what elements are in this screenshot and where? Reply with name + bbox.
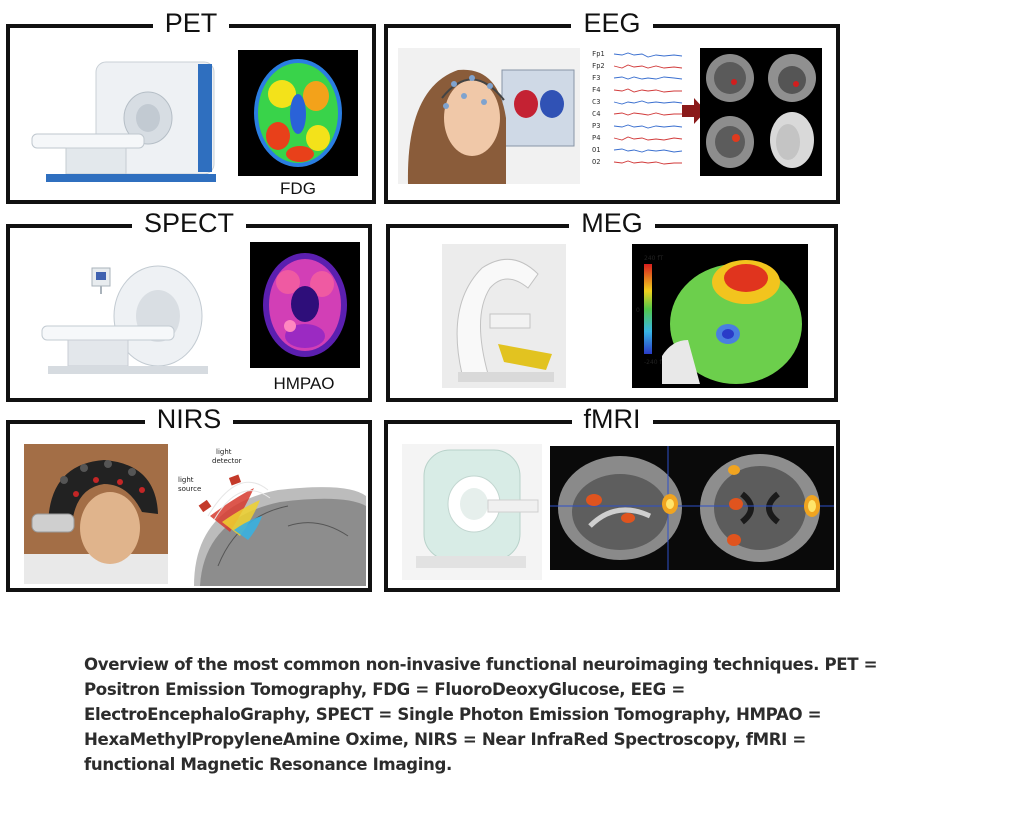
eeg-channel-label: C3 (592, 98, 600, 106)
fmri-scanner-image (402, 444, 542, 580)
eeg-channel-label: O1 (592, 146, 600, 154)
meg-topography-map: 240 fT 0 -240 fT (632, 244, 808, 388)
caption-line: functional Magnetic Resonance Imaging. (84, 755, 452, 774)
spect-panel: SPECT HMPAO (6, 208, 372, 402)
caption-line: HexaMethylPropyleneAmine Oxime, NIRS = N… (84, 730, 806, 749)
eeg-channel-labels: Fp1 Fp2 F3 F4 C3 C4 P3 P4 O1 O2 (592, 50, 605, 166)
nirs-title: NIRS (10, 404, 368, 434)
meg-scale-top: 240 fT (644, 255, 663, 262)
caption-line: ElectroEncephaloGraphy, SPECT = Single P… (84, 705, 822, 724)
eeg-channel-label: P3 (592, 122, 600, 130)
spect-brain-scan (250, 242, 360, 368)
pet-scanner-image (31, 61, 216, 182)
nirs-detector-label-2: detector (212, 457, 242, 465)
eeg-subject-photo (398, 48, 580, 184)
meg-scale-bottom: -240 fT (644, 359, 666, 366)
fmri-title: fMRI (388, 404, 836, 434)
figure-caption: Overview of the most common non-invasive… (84, 652, 964, 777)
fmri-panel: fMRI (384, 404, 840, 592)
pet-panel: PET FDG (6, 8, 376, 204)
eeg-channel-label: C4 (592, 110, 600, 118)
fmri-activation-maps (550, 446, 834, 570)
eeg-title: EEG (388, 8, 836, 38)
meg-panel: MEG 240 fT 0 -240 fT (386, 208, 838, 402)
eeg-source-localization-images (700, 48, 822, 176)
eeg-channel-label: F4 (592, 86, 600, 94)
meg-scanner-image (442, 244, 566, 388)
nirs-panel: NIRS light detector light source (6, 404, 372, 592)
eeg-channel-label: Fp1 (592, 50, 605, 58)
spect-sublabel: HMPAO (273, 374, 335, 393)
meg-scale-mid: 0 (636, 307, 640, 314)
nirs-light-path-diagram: light detector light source (178, 448, 366, 586)
spect-scanner-image (41, 265, 208, 374)
nirs-detector-label-1: light (216, 448, 232, 456)
pet-brain-scan (238, 50, 358, 176)
meg-title: MEG (390, 208, 834, 238)
caption-line: Overview of the most common non-invasive… (84, 655, 878, 674)
nirs-source-label-1: light (178, 476, 194, 484)
eeg-channel-label: F3 (592, 74, 600, 82)
eeg-trace-plot: Fp1 Fp2 F3 F4 C3 C4 P3 P4 O1 O2 (592, 50, 683, 166)
spect-title: SPECT (10, 208, 368, 238)
eeg-channel-label: O2 (592, 158, 600, 166)
pet-sublabel: FDG (280, 179, 316, 198)
caption-line: Positron Emission Tomography, FDG = Fluo… (84, 680, 685, 699)
eeg-panel: EEG Fp1 Fp2 F3 F4 C3 C4 P3 P4 O1 O2 (384, 8, 840, 204)
eeg-channel-label: Fp2 (592, 62, 605, 70)
nirs-cap-photo (24, 444, 168, 584)
nirs-source-label-2: source (178, 485, 201, 493)
eeg-channel-label: P4 (592, 134, 600, 142)
pet-title: PET (10, 8, 372, 38)
